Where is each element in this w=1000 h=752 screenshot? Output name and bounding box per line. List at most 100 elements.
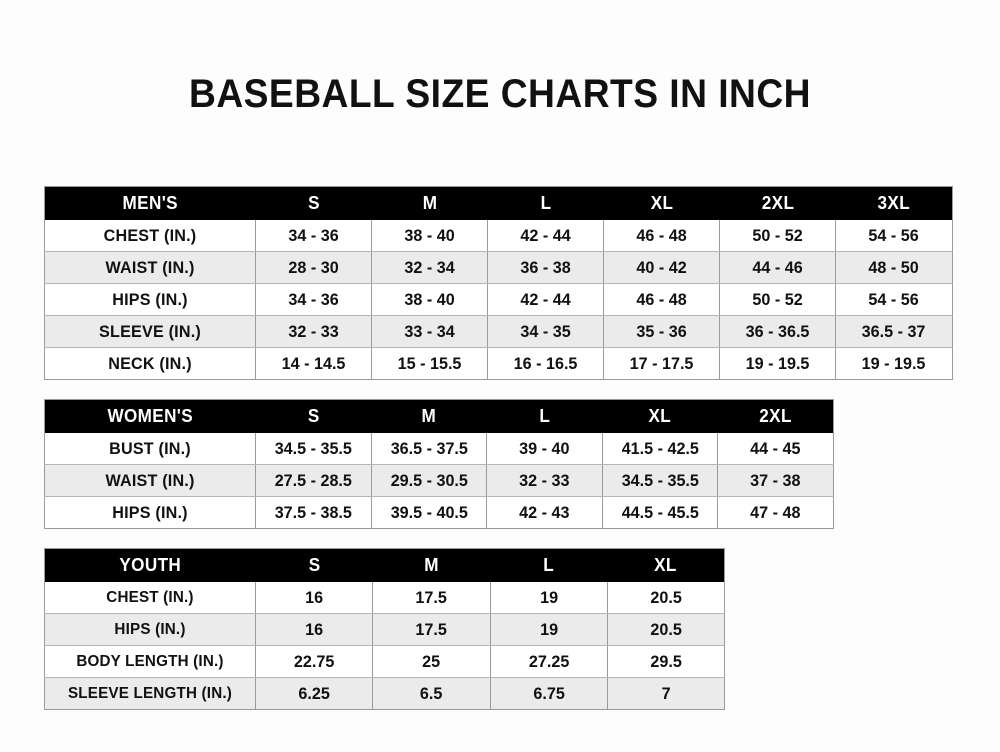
youth-size-table: YOUTH S M L XL CHEST (IN.) 16 17.5 19 20.5 HIPS (I… xyxy=(44,548,725,710)
measurement-label: SLEEVE LENGTH (IN.) xyxy=(44,677,256,710)
column-header-s: S xyxy=(255,399,372,433)
measurement-value: 54 - 56 xyxy=(835,283,953,316)
measurement-label: NECK (IN.) xyxy=(44,347,256,380)
measurement-value: 48 - 50 xyxy=(835,251,953,284)
table-row: BODY LENGTH (IN.) 22.75 25 27.25 29.5 xyxy=(44,645,725,678)
measurement-value: 7 xyxy=(607,677,725,710)
page-title: BASEBALL SIZE CHARTS IN INCH xyxy=(188,72,812,116)
measurement-value: 20.5 xyxy=(607,582,725,614)
measurement-value: 37 - 38 xyxy=(717,464,834,497)
measurement-value: 17 - 17.5 xyxy=(603,347,721,380)
measurement-value: 6.5 xyxy=(372,677,491,710)
measurement-value: 17.5 xyxy=(372,613,491,646)
column-header-s: S xyxy=(255,186,372,220)
table-header-row: WOMEN'S S M L XL 2XL xyxy=(44,399,834,433)
measurement-value: 19 xyxy=(490,582,608,614)
table-row: SLEEVE LENGTH (IN.) 6.25 6.5 6.75 7 xyxy=(44,677,725,710)
measurement-label: BODY LENGTH (IN.) xyxy=(44,645,256,678)
table-row: WAIST (IN.) 27.5 - 28.5 29.5 - 30.5 32 - 33… xyxy=(44,464,834,497)
measurement-value: 19 xyxy=(490,613,608,646)
measurement-value: 39 - 40 xyxy=(486,433,603,465)
measurement-label: HIPS (IN.) xyxy=(44,496,256,529)
column-header-s: S xyxy=(255,548,373,582)
measurement-value: 32 - 33 xyxy=(255,315,373,348)
column-header-xl: XL xyxy=(607,548,725,582)
measurement-value: 36.5 - 37.5 xyxy=(371,433,488,465)
measurement-value: 42 - 44 xyxy=(487,283,605,316)
measurement-value: 27.25 xyxy=(490,645,608,678)
measurement-value: 19 - 19.5 xyxy=(835,347,953,380)
measurement-value: 32 - 34 xyxy=(371,251,489,284)
measurement-value: 27.5 - 28.5 xyxy=(255,464,372,497)
measurement-value: 25 xyxy=(372,645,491,678)
measurement-value: 41.5 - 42.5 xyxy=(602,433,719,465)
table-row: NECK (IN.) 14 - 14.5 15 - 15.5 16 - 16.5 17 … xyxy=(44,347,953,380)
measurement-label: BUST (IN.) xyxy=(44,433,256,465)
column-header-xl: XL xyxy=(602,399,718,433)
measurement-label: SLEEVE (IN.) xyxy=(44,315,256,348)
measurement-value: 36.5 - 37 xyxy=(835,315,953,348)
measurement-value: 35 - 36 xyxy=(603,315,721,348)
column-header-l: L xyxy=(490,548,608,582)
measurement-value: 38 - 40 xyxy=(371,220,489,252)
column-header-3xl: 3XL xyxy=(835,186,953,220)
measurement-value: 36 - 36.5 xyxy=(719,315,837,348)
measurement-label: CHEST (IN.) xyxy=(44,220,256,252)
column-header-2xl: 2XL xyxy=(717,399,834,433)
measurement-value: 42 - 43 xyxy=(486,496,603,529)
table-row: WAIST (IN.) 28 - 30 32 - 34 36 - 38 40 - 42 4… xyxy=(44,251,953,284)
measurement-value: 20.5 xyxy=(607,613,725,646)
measurement-value: 33 - 34 xyxy=(371,315,489,348)
measurement-value: 17.5 xyxy=(372,582,491,614)
column-header-m: M xyxy=(371,399,487,433)
table-row: CHEST (IN.) 34 - 36 38 - 40 42 - 44 46 - 48 5… xyxy=(44,220,953,252)
measurement-value: 38 - 40 xyxy=(371,283,489,316)
table-header-row: YOUTH S M L XL xyxy=(44,548,725,582)
measurement-value: 34.5 - 35.5 xyxy=(602,464,719,497)
womens-size-table: WOMEN'S S M L XL 2XL BUST (IN.) 34.5 - 35.5 36.5… xyxy=(44,399,834,529)
column-header-m: M xyxy=(372,548,490,582)
measurement-value: 6.75 xyxy=(490,677,608,710)
table-row: HIPS (IN.) 34 - 36 38 - 40 42 - 44 46 - 48 50… xyxy=(44,283,953,316)
measurement-value: 16 xyxy=(255,613,374,646)
measurement-value: 6.25 xyxy=(255,677,374,710)
measurement-value: 34 - 35 xyxy=(487,315,605,348)
measurement-value: 32 - 33 xyxy=(486,464,603,497)
table-row: HIPS (IN.) 37.5 - 38.5 39.5 - 40.5 42 - 43 4… xyxy=(44,496,834,529)
measurement-value: 15 - 15.5 xyxy=(371,347,489,380)
table-header-row: MEN'S S M L XL 2XL 3XL xyxy=(44,186,953,220)
measurement-value: 34 - 36 xyxy=(255,220,373,252)
table-category-label: WOMEN'S xyxy=(44,399,256,433)
table-category-label: YOUTH xyxy=(44,548,256,582)
measurement-value: 16 xyxy=(255,582,374,614)
column-header-2xl: 2XL xyxy=(719,186,836,220)
measurement-label: HIPS (IN.) xyxy=(44,613,256,646)
measurement-value: 34.5 - 35.5 xyxy=(255,433,372,465)
measurement-value: 50 - 52 xyxy=(719,220,837,252)
table-row: HIPS (IN.) 16 17.5 19 20.5 xyxy=(44,613,725,646)
measurement-value: 44.5 - 45.5 xyxy=(602,496,719,529)
mens-size-table: MEN'S S M L XL 2XL 3XL CHEST (IN.) 34 - 36 38 - 4… xyxy=(44,186,953,380)
measurement-value: 40 - 42 xyxy=(603,251,721,284)
measurement-value: 44 - 45 xyxy=(717,433,834,465)
measurement-value: 34 - 36 xyxy=(255,283,373,316)
measurement-value: 14 - 14.5 xyxy=(255,347,373,380)
measurement-label: WAIST (IN.) xyxy=(44,464,256,497)
measurement-value: 16 - 16.5 xyxy=(487,347,605,380)
measurement-value: 22.75 xyxy=(255,645,374,678)
measurement-value: 28 - 30 xyxy=(255,251,373,284)
measurement-value: 39.5 - 40.5 xyxy=(371,496,488,529)
table-row: SLEEVE (IN.) 32 - 33 33 - 34 34 - 35 35 - 36… xyxy=(44,315,953,348)
column-header-l: L xyxy=(487,186,604,220)
measurement-value: 42 - 44 xyxy=(487,220,605,252)
measurement-value: 54 - 56 xyxy=(835,220,953,252)
measurement-label: CHEST (IN.) xyxy=(44,582,256,614)
column-header-l: L xyxy=(486,399,603,433)
measurement-value: 37.5 - 38.5 xyxy=(255,496,372,529)
measurement-value: 50 - 52 xyxy=(719,283,837,316)
table-row: CHEST (IN.) 16 17.5 19 20.5 xyxy=(44,582,725,614)
measurement-value: 47 - 48 xyxy=(717,496,834,529)
table-category-label: MEN'S xyxy=(44,186,256,220)
column-header-xl: XL xyxy=(603,186,720,220)
